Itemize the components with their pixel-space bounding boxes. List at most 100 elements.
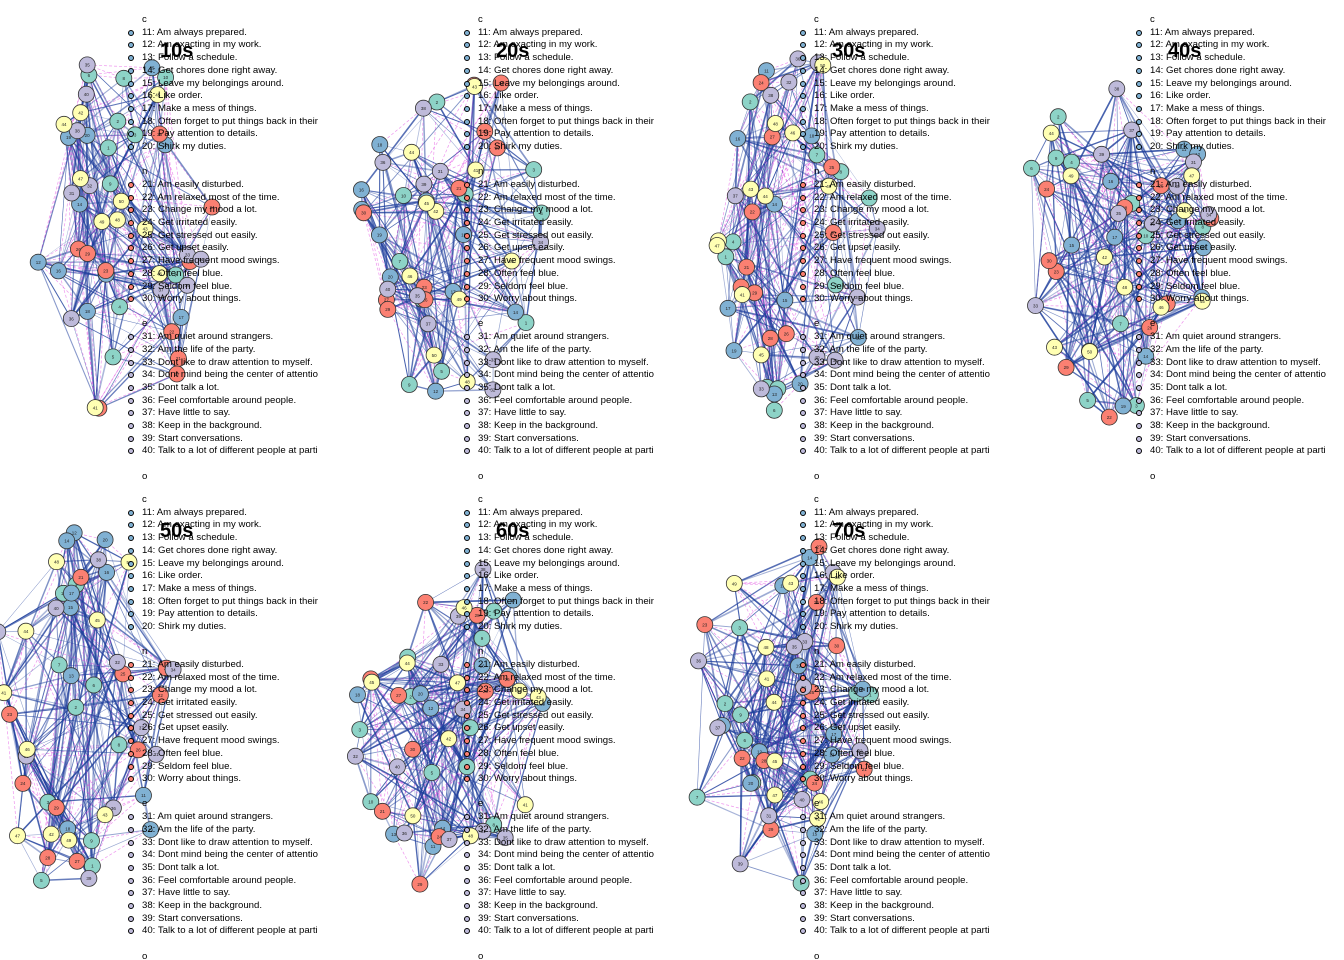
positive-edge: [371, 614, 478, 683]
legend-marker: [1136, 118, 1142, 125]
legend-marker: [128, 738, 134, 745]
svg-text:36: 36: [1150, 222, 1156, 227]
negative-edge: [452, 291, 516, 313]
svg-text:8: 8: [123, 76, 126, 81]
svg-text:12: 12: [1195, 152, 1201, 157]
positive-edge: [754, 231, 834, 294]
positive-edge: [733, 583, 806, 642]
legend-item: 30: Worry about things.: [142, 293, 242, 305]
svg-text:5: 5: [40, 878, 43, 883]
legend-marker: [464, 903, 470, 909]
svg-text:41: 41: [740, 292, 746, 297]
legend-marker: [128, 826, 134, 833]
positive-edge: [355, 678, 372, 757]
positive-edge: [357, 694, 372, 802]
positive-edge: [750, 702, 775, 784]
svg-text:6: 6: [93, 683, 96, 688]
svg-text:11: 11: [764, 69, 769, 74]
negative-edge: [87, 253, 160, 274]
legend-item: 28: Often feel blue.: [814, 747, 896, 759]
svg-text:24: 24: [759, 80, 765, 85]
positive-edge: [482, 569, 539, 698]
positive-edge: [1030, 168, 1137, 406]
legend-item: 24: Get irritated easily.: [142, 217, 238, 228]
negative-edge: [27, 744, 119, 750]
positive-edge: [739, 794, 776, 865]
svg-text:19: 19: [66, 135, 72, 140]
legend-marker: [464, 547, 470, 554]
svg-text:34: 34: [198, 257, 204, 262]
legend-item: 35: Dont talk a lot.: [1150, 381, 1228, 393]
node-45: 45: [88, 611, 106, 629]
svg-text:39: 39: [1099, 152, 1105, 157]
legend-item: 30: Worry about things.: [814, 773, 914, 785]
positive-edge: [1151, 223, 1203, 302]
legend-marker: [128, 296, 134, 303]
node-7: 7: [461, 719, 479, 737]
legend-group-o: o: [1150, 470, 1156, 480]
positive-edge: [1101, 154, 1137, 406]
positive-edge: [473, 84, 535, 171]
legend-item: 38: Keep in the background.: [814, 900, 935, 911]
node-16: 16: [50, 262, 67, 280]
node-22: 22: [163, 323, 181, 341]
positive-edge: [1114, 236, 1204, 249]
svg-text:22: 22: [423, 600, 429, 605]
node-7: 7: [391, 252, 409, 270]
positive-edge: [497, 147, 512, 262]
node-2: 2: [741, 93, 759, 111]
legend-marker: [800, 232, 806, 239]
negative-edge: [820, 733, 835, 802]
svg-text:4: 4: [732, 240, 735, 245]
legend-item: 32: Am the life of the party.: [814, 343, 928, 355]
positive-edge: [428, 311, 516, 325]
legend-item: 33: Dont like to draw attention to mysel…: [1150, 356, 1321, 368]
legend-marker: [128, 372, 134, 379]
network-panel-70s: 1234567891011121314151617181920212223242…: [672, 480, 1008, 960]
positive-edge: [774, 749, 861, 796]
svg-text:39: 39: [833, 358, 839, 363]
positive-edge: [441, 708, 464, 829]
positive-edge: [484, 130, 535, 171]
positive-edge: [698, 660, 723, 726]
legend-marker: [800, 585, 806, 592]
svg-text:34: 34: [460, 707, 466, 712]
positive-edge: [424, 299, 494, 361]
legend-item: 26: Get upset easily.: [1150, 242, 1237, 254]
svg-text:43: 43: [102, 813, 108, 818]
negative-edge: [3, 667, 167, 694]
negative-edge: [357, 694, 464, 710]
svg-text:36: 36: [380, 160, 386, 165]
svg-text:33: 33: [185, 253, 191, 258]
negative-edge: [58, 270, 100, 409]
negative-edge: [1109, 297, 1203, 418]
positive-edge: [717, 727, 833, 756]
legend-item: 22: Am relaxed most of the time.: [142, 191, 280, 203]
svg-text:30: 30: [834, 644, 840, 649]
node-27: 27: [68, 852, 86, 870]
svg-text:46: 46: [157, 271, 163, 276]
positive-edge: [725, 256, 801, 384]
positive-edge: [740, 833, 815, 865]
positive-edge: [1101, 153, 1192, 177]
positive-edge: [441, 241, 541, 372]
positive-edge: [142, 669, 174, 796]
positive-edge: [86, 135, 111, 184]
svg-text:49: 49: [66, 838, 72, 843]
negative-edge: [398, 695, 468, 767]
positive-edge: [88, 74, 191, 262]
negative-edge: [55, 607, 161, 696]
negative-edge: [67, 619, 98, 829]
svg-text:7: 7: [1119, 322, 1122, 327]
negative-edge: [801, 572, 834, 800]
legend-item: 36: Feel comfortable around people.: [142, 394, 297, 406]
negative-edge: [382, 810, 494, 825]
svg-text:1: 1: [869, 692, 872, 697]
node-9: 9: [101, 175, 119, 193]
svg-text:33: 33: [802, 639, 808, 644]
negative-edge: [750, 185, 829, 190]
positive-edge: [25, 630, 174, 670]
positive-edge: [80, 178, 96, 408]
svg-text:29: 29: [1064, 365, 1070, 370]
svg-text:37: 37: [158, 288, 164, 293]
